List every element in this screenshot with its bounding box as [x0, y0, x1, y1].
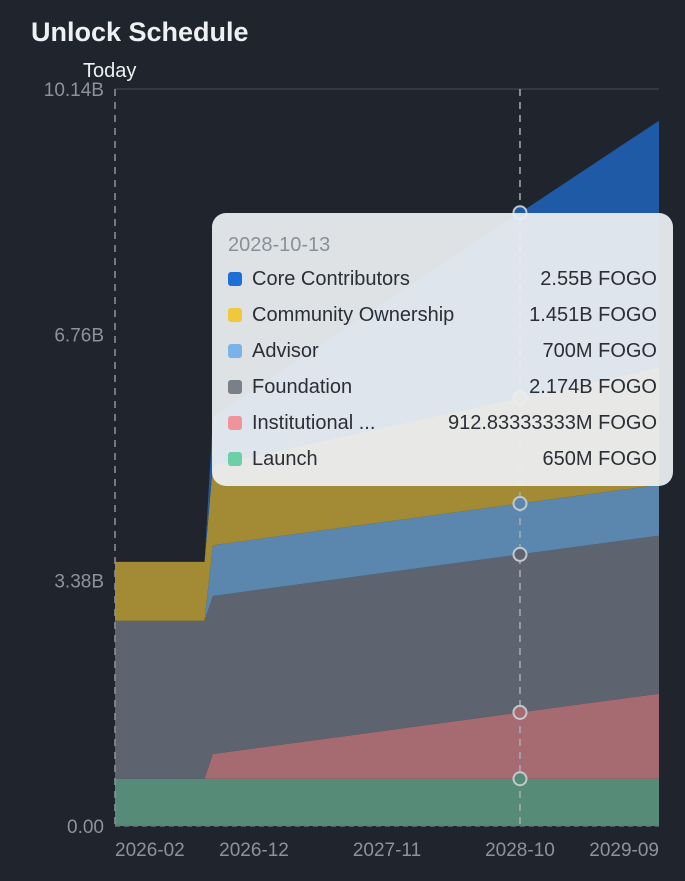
tooltip-series-name: Core Contributors: [252, 267, 410, 290]
tooltip-series-value: 1.451B FOGO: [529, 303, 657, 326]
tooltip-series-value: 2.55B FOGO: [540, 267, 657, 290]
legend-swatch-icon: [228, 308, 242, 322]
y-tick-label: 10.14B: [44, 80, 104, 101]
area-foundation: [115, 535, 659, 779]
chart-title: Unlock Schedule: [31, 17, 249, 47]
y-tick-label: 6.76B: [54, 326, 104, 347]
tooltip-row: Advisor 700M FOGO: [228, 333, 657, 369]
today-label: Today: [83, 60, 136, 82]
y-tick-label: 0.00: [67, 817, 104, 838]
tooltip-series-value: 912.83333333M FOGO: [447, 411, 657, 434]
legend-swatch-icon: [228, 416, 242, 430]
legend-swatch-icon: [228, 380, 242, 394]
chart-tooltip: 2028-10-13 Core Contributors 2.55B FOGO Co…: [212, 213, 673, 486]
tooltip-series-value: 700M FOGO: [542, 339, 657, 362]
tooltip-series-value: 2.174B FOGO: [529, 375, 657, 398]
tooltip-series-name: Launch: [252, 447, 318, 470]
tooltip-series-name: Community Ownership: [252, 303, 455, 326]
tooltip-row: Launch 650M FOGO: [228, 441, 657, 477]
area-launch: [115, 778, 659, 826]
area-advisor: [115, 484, 659, 621]
hover-point: [512, 771, 528, 787]
hover-point: [512, 546, 528, 562]
legend-swatch-icon: [228, 344, 242, 358]
tooltip-row: Community Ownership 1.451B FOGO: [228, 297, 657, 333]
x-tick-label: 2028-10: [485, 840, 555, 861]
tooltip-series-name: Foundation: [252, 375, 353, 398]
legend-swatch-icon: [228, 272, 242, 286]
y-tick-label: 3.38B: [54, 571, 104, 592]
x-tick-label: 2027-11: [353, 840, 421, 861]
tooltip-series-name: Institutional ...: [252, 411, 376, 434]
tooltip-row: Institutional ... 912.83333333M FOGO: [228, 405, 657, 441]
x-tick-label: 2026-12: [219, 840, 289, 861]
x-tick-label: 2029-09: [589, 840, 659, 861]
hover-point: [512, 704, 528, 720]
tooltip-row: Foundation 2.174B FOGO: [228, 369, 657, 405]
tooltip-series-name: Advisor: [252, 339, 319, 362]
tooltip-date: 2028-10-13: [228, 234, 331, 256]
legend-swatch-icon: [228, 452, 242, 466]
x-tick-label: 2026-02: [115, 840, 185, 861]
tooltip-series-value: 650M FOGO: [542, 447, 657, 470]
tooltip-row: Core Contributors 2.55B FOGO: [228, 261, 657, 297]
hover-point: [512, 496, 528, 512]
